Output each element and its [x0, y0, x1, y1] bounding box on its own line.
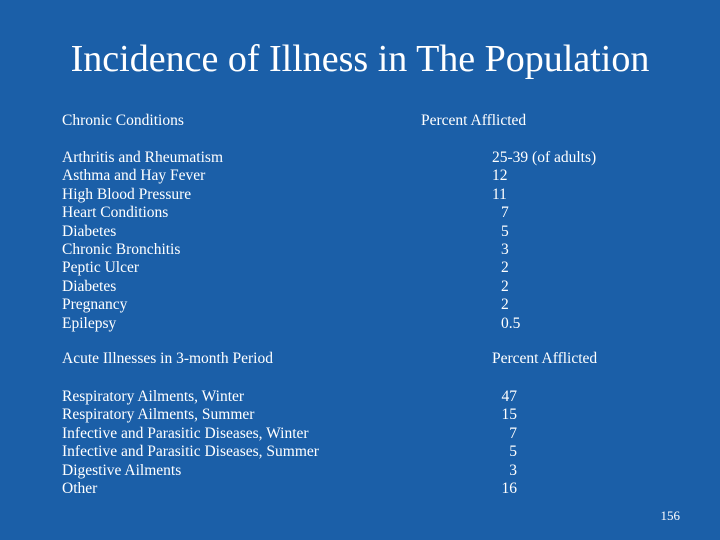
chronic-percent-list: 25-39 (of adults) 12 11 7 5 3 2 2 2 0.5	[492, 149, 596, 333]
list-item: 47	[501, 388, 518, 405]
list-item: 5	[509, 443, 517, 461]
list-item: Other	[62, 480, 98, 498]
list-item: 2	[501, 296, 509, 314]
list-item: Peptic Ulcer	[62, 259, 140, 277]
list-item: 2	[501, 259, 509, 277]
list-item: Digestive Ailments	[62, 461, 182, 479]
chronic-conditions-header: Chronic Conditions	[62, 112, 184, 129]
list-item: Diabetes	[62, 222, 117, 240]
list-item: Pregnancy	[62, 296, 128, 314]
slide-title: Incidence of Illness in The Population	[70, 38, 650, 80]
list-item: Infective and Parasitic Diseases, Winter	[62, 424, 309, 442]
list-item: Heart Conditions	[62, 204, 169, 222]
list-item: Asthma and Hay Fever	[62, 167, 206, 185]
list-item: Chronic Bronchitis	[62, 241, 181, 259]
list-item: Infective and Parasitic Diseases, Summer	[62, 443, 319, 461]
page-number: 156	[660, 508, 681, 523]
list-item: Arthritis and Rheumatism	[62, 149, 224, 166]
list-item: 15	[501, 406, 518, 424]
list-item: 3	[501, 241, 509, 259]
chronic-conditions-list: Arthritis and Rheumatism Asthma and Hay …	[62, 149, 223, 333]
acute-illnesses-header: Acute Illnesses in 3-month Period	[62, 350, 273, 367]
list-item: 5	[501, 222, 509, 240]
list-item: 2	[501, 277, 509, 295]
acute-percent-list: 47 15 7 5 3 16	[493, 388, 518, 498]
list-item: 25-39 (of adults)	[492, 149, 597, 166]
list-item: 3	[509, 461, 517, 479]
list-item: 12	[492, 167, 508, 185]
list-item: Respiratory Ailments, Summer	[62, 406, 255, 424]
list-item: Respiratory Ailments, Winter	[62, 388, 245, 405]
list-item: 11	[492, 185, 507, 203]
list-item: 7	[509, 424, 517, 442]
list-item: High Blood Pressure	[62, 185, 192, 203]
acute-illnesses-list: Respiratory Ailments, Winter Respiratory…	[62, 388, 319, 498]
list-item: 0.5	[501, 314, 521, 332]
acute-percent-header: Percent Afflicted	[492, 350, 598, 367]
list-item: 16	[501, 480, 518, 498]
chronic-percent-header: Percent Afflicted	[421, 112, 527, 129]
list-item: 7	[501, 204, 509, 222]
list-item: Diabetes	[62, 277, 117, 295]
list-item: Epilepsy	[62, 314, 117, 332]
